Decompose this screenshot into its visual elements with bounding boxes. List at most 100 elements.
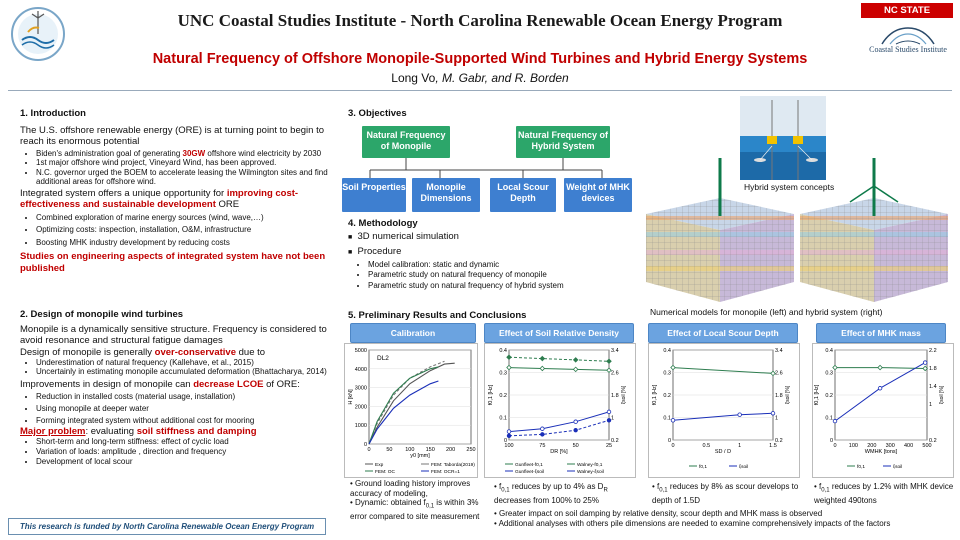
authors: Long Vo, M. Gabr, and R. Borden [0,71,960,85]
data-point [573,427,578,433]
list-item: Development of local scour [36,457,336,467]
factor-soil: Soil Properties [342,178,406,212]
bullet-text: is within 3% error compared to site meas… [350,498,480,522]
data-point [506,433,512,438]
y2-tick-label: 0.2 [611,438,619,444]
design-list-1: Underestimation of natural frequency (Ka… [36,358,336,377]
y2-axis-label: ξsoil [%] [621,385,627,404]
x-tick-label: 200 [867,443,876,449]
data-point [606,418,612,423]
series-line [368,362,455,445]
y-tick-label: 0.1 [825,416,833,422]
list-item: Biden's administration goal of generatin… [36,149,336,159]
intro-list-1: Biden's administration goal of generatin… [36,149,336,187]
highlight-cost: improving cost-effectiveness and sustain… [20,187,299,211]
intro-p1: The U.S. offshore renewable energy (ORE)… [20,125,324,148]
y-tick-label: 2000 [355,404,367,410]
bullet-text: offshore wind electricity by 2030 [205,148,322,158]
scour-chart: 00.10.20.30.40 0.5 1 1.50.211.82.63.4ξsoil … [648,343,800,478]
y-tick-label: 0.4 [663,348,671,354]
data-point [540,426,545,431]
design-p4: Major problem: evaluating soil stiffness… [20,426,336,437]
y-tick-label: 0.1 [499,416,507,422]
list-item: Underestimation of natural frequency (Ka… [36,358,336,368]
para-text: Design of monopile is generally [20,346,155,358]
series-line [508,356,610,362]
y2-tick-label: 3.4 [775,348,783,354]
bullet-text: f [657,482,660,491]
method-b2: ■ Procedure [348,246,402,258]
data-point [770,370,776,377]
ncsu-logo: NC STATE UNIVERSITY [861,3,953,31]
list-item: Short-term and long-term stiffness: effe… [36,437,336,447]
para-text: : evaluating [85,426,137,438]
design-list-2: Reduction in installed costs (material u… [36,392,336,425]
y-tick-label: 0.4 [825,348,833,354]
introduction-section: 1. Introduction The U.S. offshore renewa… [20,108,336,274]
models-caption: Numerical models for monopile (left) and… [650,307,883,317]
series-line [368,366,439,445]
x-axis-label: SD / D [715,449,731,455]
density-note: • f0,1 reduces by up to 4% as DR decreas… [494,482,608,506]
data-point [922,365,928,372]
para-text: of ORE: [263,379,300,391]
highlight-soil: soil stiffness and damping [136,426,257,438]
bullet-text: Ground loading history improves accuracy… [350,479,471,498]
x-tick-label: 75 [539,443,545,449]
legend-label: f0,1 [699,464,707,470]
data-point [506,364,512,371]
data-point [506,354,512,360]
x-tick-label: 25 [606,443,612,449]
list-item: Parametric study on natural frequency of… [368,270,648,280]
data-point [922,360,928,365]
data-point [770,411,776,416]
legend-label: FEM: OCR=1 [431,469,460,475]
method-b1: ■ 3D numerical simulation [348,231,459,242]
series-line [508,367,610,371]
series-line [508,411,610,433]
data-point [877,364,883,371]
plot-frame [368,349,472,445]
bullet-text: f [819,482,822,491]
data-point [877,386,883,391]
y2-tick-label: 1.8 [611,393,619,399]
calibration-notes: • Ground loading history improves accura… [350,479,480,522]
panel-calibration-title: Calibration [350,323,476,343]
factor-monopile-dim: Monopile Dimensions [412,178,480,212]
bullet-text: Additional analyses with others pile dim… [498,518,891,528]
x-tick-label: 0 [833,443,836,449]
data-point [572,366,579,373]
intro-heading: 1. Introduction [20,108,86,119]
objectives-heading: 3. Objectives [348,108,407,119]
x-tick-label: 0 [367,447,370,453]
data-point [670,364,676,371]
factor-scour: Local Scour Depth [490,178,556,212]
y-tick-label: 5000 [355,348,367,354]
series-line [368,380,439,445]
legend-label: Gunfleet-f0,1 [515,462,543,468]
data-point [506,429,512,434]
data-point [573,419,578,424]
data-point [540,432,545,437]
y-tick-label: 4000 [355,367,367,373]
major-problem: Major problem [20,426,86,438]
bullet-text: Procedure [357,246,402,258]
y-tick-label: 0.3 [825,371,833,377]
y-tick-label: 0 [668,438,671,444]
funding-note: This research is funded by North Carolin… [8,518,326,535]
bullet-text: Greater impact on soil damping by relati… [499,509,823,518]
series-line [834,362,926,422]
data-point [606,358,612,365]
design-p2: Design of monopile is generally over-con… [20,347,336,358]
method-sublist: Model calibration: static and dynamic Pa… [368,260,648,291]
panel-density-title: Effect of Soil Relative Density [484,323,634,343]
y-tick-label: 1000 [355,423,367,429]
bullet-text: reduces by 1.2% with MHK device weighted… [814,482,954,506]
y-tick-label: 0.3 [663,371,671,377]
author-first: Long Vo [391,71,436,85]
final-conclusions: • Greater impact on soil damping by rela… [494,509,954,528]
panel-mhk-title: Effect of MHK mass [816,323,946,343]
bullet-text: decreases from 100% to 25% [494,496,599,506]
y2-axis-label: ξsoil [%] [785,385,791,404]
